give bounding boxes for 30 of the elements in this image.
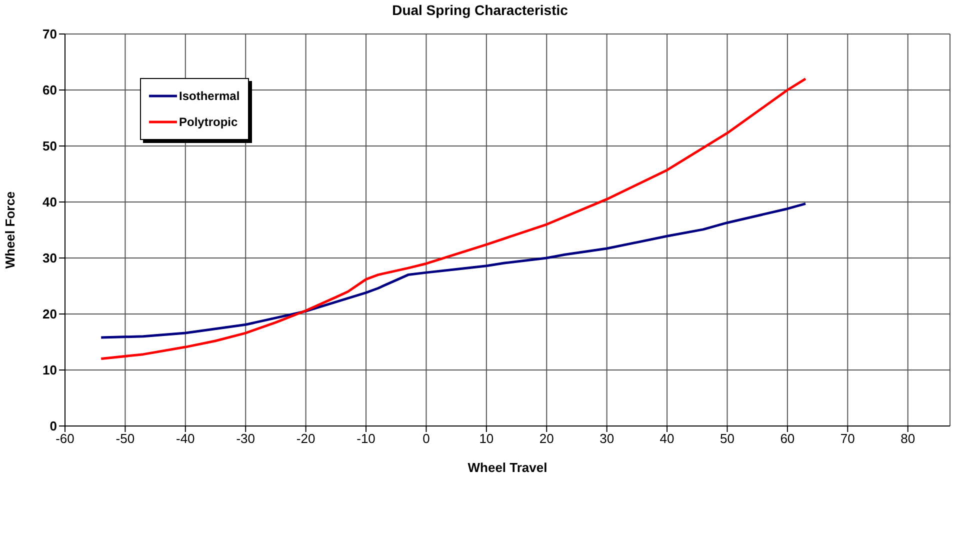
y-tick-label: 30 bbox=[42, 250, 57, 266]
x-tick-label: 40 bbox=[660, 431, 674, 446]
y-tick-label: 10 bbox=[42, 362, 57, 378]
x-tick-label: 20 bbox=[539, 431, 554, 446]
legend-label: Isothermal bbox=[179, 89, 240, 103]
x-tick-label: -50 bbox=[116, 431, 135, 446]
x-axis-title: Wheel Travel bbox=[468, 460, 548, 475]
y-tick-label: 70 bbox=[42, 26, 57, 42]
x-tick-label: -60 bbox=[56, 431, 74, 446]
x-tick-label: 50 bbox=[720, 431, 734, 446]
x-tick-label: 0 bbox=[422, 431, 430, 446]
y-tick-label: 0 bbox=[50, 418, 57, 434]
x-tick-label: 60 bbox=[780, 431, 795, 446]
y-tick-label: 20 bbox=[42, 306, 57, 322]
x-tick-label: -30 bbox=[236, 431, 256, 446]
chart-title: Dual Spring Characteristic bbox=[391, 2, 569, 18]
line-series bbox=[100, 202, 807, 339]
y-tick-label: 40 bbox=[42, 194, 57, 210]
x-tick-label: 30 bbox=[600, 431, 614, 446]
line-series bbox=[100, 78, 807, 360]
y-tick-label: 50 bbox=[42, 138, 57, 154]
y-axis-title: Wheel Force bbox=[2, 191, 18, 269]
x-tick-label: -40 bbox=[176, 431, 195, 446]
x-tick-label: 10 bbox=[479, 431, 494, 446]
x-tick-label: -10 bbox=[356, 431, 376, 446]
y-tick-label: 60 bbox=[42, 82, 57, 98]
x-tick-label: 70 bbox=[840, 431, 855, 446]
x-tick-label: 80 bbox=[900, 431, 916, 446]
legend-label: Polytropic bbox=[179, 115, 238, 129]
x-tick-label: -20 bbox=[296, 431, 316, 446]
